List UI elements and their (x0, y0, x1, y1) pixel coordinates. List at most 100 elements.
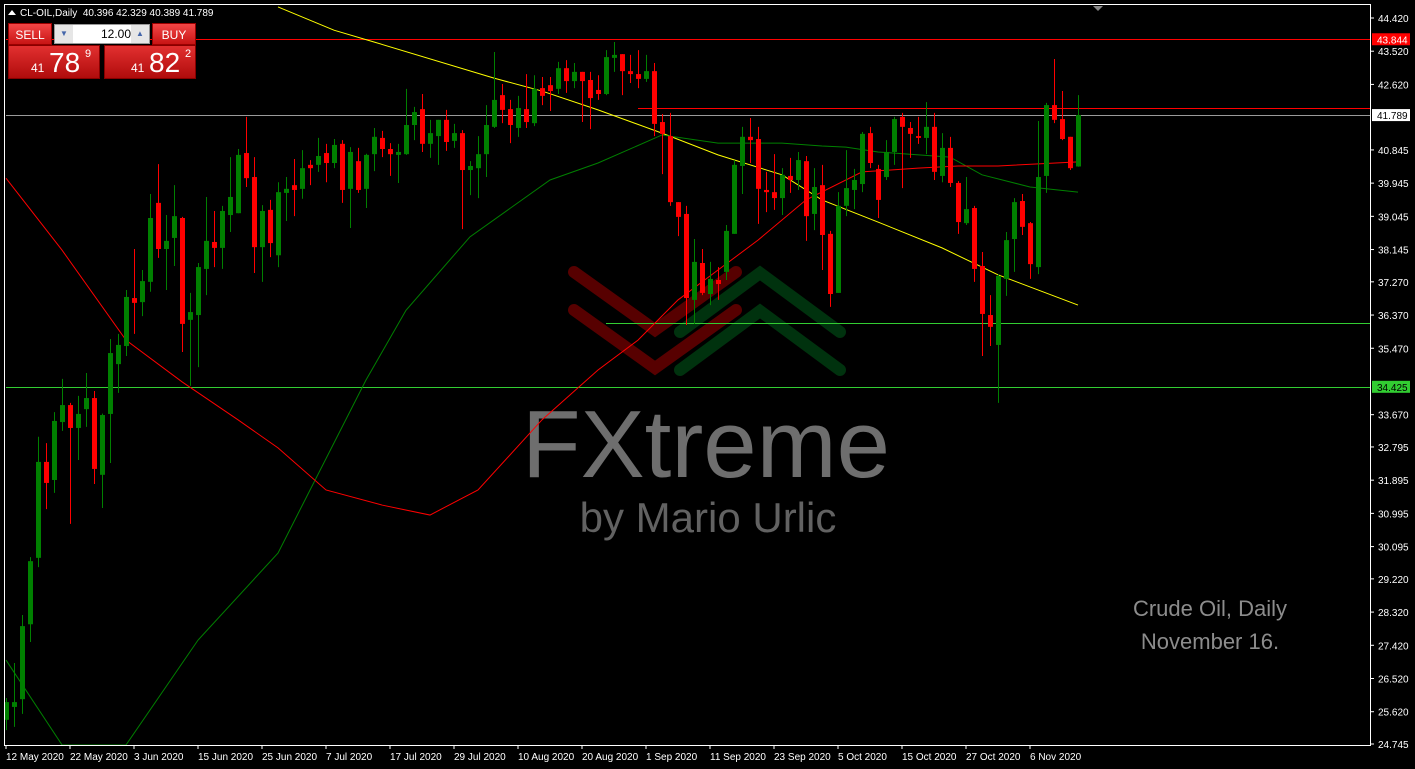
candle (292, 158, 297, 217)
candle (740, 126, 745, 195)
candle-body (844, 188, 849, 206)
candle (620, 54, 625, 96)
logo-green-chevron-1 (674, 265, 846, 338)
candle (892, 116, 897, 165)
candle (52, 412, 57, 493)
candle (1076, 95, 1081, 167)
price-label-box (1372, 380, 1410, 393)
logo-green-chevron-2 (674, 303, 846, 376)
buy-price-prefix: 41 (131, 61, 145, 75)
candle (220, 205, 225, 269)
candle (828, 230, 833, 307)
candle-body (820, 185, 825, 235)
time-axis[interactable]: 12 May 2020 22 May 2020 3 Jun 2020 15 Jun 2… (5, 745, 1082, 763)
candle-body (36, 461, 41, 558)
candle-body (284, 188, 289, 193)
candle-body (356, 161, 361, 190)
candle (1028, 222, 1033, 279)
candle (940, 133, 945, 183)
chart-shift-marker[interactable] (1093, 6, 1103, 11)
price-label: 43.844 (1377, 35, 1408, 46)
buy-button[interactable]: BUY (152, 23, 196, 45)
candle-body (148, 217, 153, 282)
ohlc-readout: 40.396 42.329 40.389 41.789 (82, 8, 214, 19)
candle (564, 60, 569, 93)
plot-border (4, 4, 1371, 746)
candle-body (340, 143, 345, 190)
candle (156, 164, 161, 258)
candle-body (868, 133, 873, 164)
candle (356, 147, 361, 193)
x-tick-label: 20 Aug 2020 (582, 752, 639, 763)
candle-body (28, 561, 33, 625)
candle-body (564, 68, 569, 82)
candle-body (236, 154, 241, 214)
sell-price[interactable]: 41 78 9 (8, 45, 100, 79)
candle (396, 143, 401, 183)
candle-body (804, 161, 809, 217)
candle (260, 205, 265, 282)
candle-body (348, 151, 353, 189)
candle-body (860, 133, 865, 185)
candle-body (916, 136, 921, 138)
buy-price[interactable]: 41 82 2 (104, 45, 196, 79)
candle-body (636, 74, 641, 79)
candle-body (572, 71, 577, 82)
y-tick-label: 30.095 (1378, 543, 1409, 554)
candle-body (332, 144, 337, 164)
price-axis[interactable]: 44.420 43.520 42.620 40.845 39.945 39.045 38.1… (1370, 14, 1410, 751)
candle-body (988, 315, 993, 327)
watermark-subtitle: by Mario Urlic (580, 494, 837, 541)
candle-body (116, 344, 121, 365)
candle (1060, 91, 1065, 141)
candle-body (1012, 202, 1017, 240)
candle-body (100, 415, 105, 475)
candle-body (756, 139, 761, 189)
candle (668, 112, 673, 206)
candle-body (68, 405, 73, 428)
candle (956, 181, 961, 234)
candle (420, 94, 425, 152)
candle (996, 274, 1001, 403)
candle-body (828, 233, 833, 295)
increase-lot-arrow-icon[interactable]: ▲ (131, 25, 149, 43)
sell-button[interactable]: SELL (8, 23, 52, 45)
decrease-lot-arrow-icon[interactable]: ▼ (55, 25, 73, 43)
candle-body (396, 151, 401, 155)
candle (604, 50, 609, 96)
candle-body (92, 398, 97, 469)
candle (556, 61, 561, 95)
candle-body (1076, 115, 1081, 167)
candle-body (508, 109, 513, 126)
price-label-box (1372, 33, 1410, 46)
lot-size-input[interactable] (73, 25, 133, 43)
x-tick-label: 17 Jul 2020 (390, 752, 442, 763)
candle-body (876, 168, 881, 200)
chart-header: CL-OIL,Daily 40.396 42.329 40.389 41.789 (8, 8, 214, 19)
buy-price-pips: 82 (149, 47, 181, 78)
candle-body (188, 312, 193, 320)
candle-body (164, 240, 169, 249)
candle (444, 109, 449, 151)
candle-body (196, 267, 201, 316)
price-label-box (1372, 109, 1410, 122)
candle (436, 119, 441, 165)
candle (12, 663, 17, 727)
lot-size-stepper[interactable]: ▼ ▲ (54, 24, 150, 44)
moving-average-line (277, 6, 1079, 306)
x-tick-label: 15 Oct 2020 (902, 752, 957, 763)
candle-body (364, 154, 369, 189)
collapse-triangle-icon[interactable] (8, 10, 16, 15)
candle-body (60, 405, 65, 423)
logo-red-chevron-2 (568, 304, 742, 376)
y-tick-label: 38.145 (1378, 246, 1409, 257)
candle (884, 140, 889, 180)
candle-body (252, 177, 257, 248)
y-tick-label: 35.470 (1378, 344, 1409, 355)
y-tick-label: 27.420 (1378, 641, 1409, 652)
candle (324, 143, 329, 183)
candle-body (212, 241, 217, 248)
candle (836, 192, 841, 293)
candle-body (228, 196, 233, 216)
